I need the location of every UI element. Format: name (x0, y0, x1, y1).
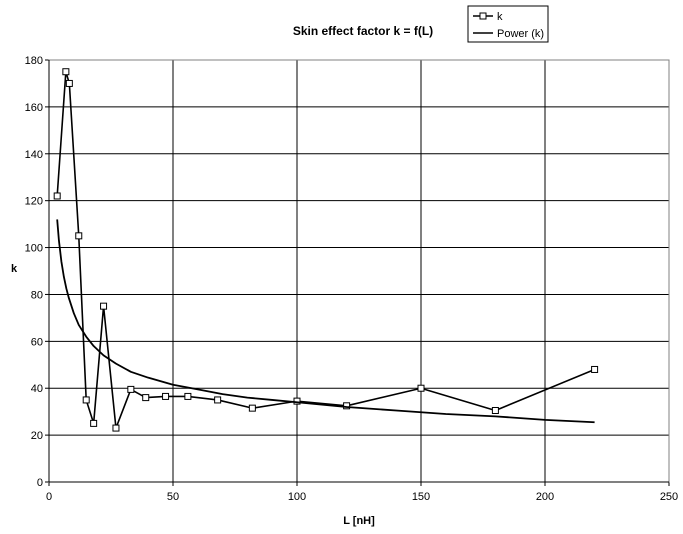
x-tick-label: 50 (167, 491, 179, 503)
series-k-point (491, 406, 499, 414)
legend-marker (479, 12, 487, 20)
series-k-point (142, 394, 150, 402)
y-tick-label: 0 (37, 477, 43, 489)
y-tick-label: 120 (25, 196, 43, 208)
y-tick-label: 160 (25, 102, 43, 114)
y-tick-label: 20 (31, 430, 43, 442)
series-k-point (591, 365, 599, 373)
series-k-point (75, 232, 83, 240)
legend-entry-label: k (497, 11, 503, 23)
series-k-point (82, 396, 90, 404)
series-k-point (214, 396, 222, 404)
series-k-point (112, 424, 120, 432)
x-tick-label: 100 (288, 491, 306, 503)
series-k-point (65, 79, 73, 87)
legend: k Power (k) (467, 5, 549, 43)
x-tick-label: 200 (536, 491, 554, 503)
series-k-point (248, 404, 256, 412)
y-tick-label: 140 (25, 149, 43, 161)
series-k-point (162, 392, 170, 400)
x-tick-label: 0 (46, 491, 52, 503)
series-k-point (62, 68, 70, 76)
series-k-point (127, 385, 135, 393)
x-tick-label: 250 (660, 491, 678, 503)
legend-box (467, 5, 549, 43)
series-k-point (417, 384, 425, 392)
legend-entry-label: Power (k) (497, 28, 544, 40)
y-tick-label: 180 (25, 55, 43, 67)
y-tick-label: 60 (31, 336, 43, 348)
y-tick-label: 40 (31, 383, 43, 395)
chart-title: Skin effect factor k = f(L) (293, 24, 433, 38)
plot-area-frame (48, 59, 670, 483)
series-k-point (90, 419, 98, 427)
y-tick-label: 80 (31, 289, 43, 301)
grid-lines (49, 59, 670, 482)
x-axis-title: L [nH] (343, 515, 375, 527)
y-tick-label: 100 (25, 243, 43, 255)
series-k-point (100, 302, 108, 310)
y-axis-title: k (11, 263, 18, 275)
series-power-k-line (56, 219, 595, 424)
x-tick-label: 150 (412, 491, 430, 503)
series-k-point (184, 392, 192, 400)
series-k-point (53, 192, 61, 200)
